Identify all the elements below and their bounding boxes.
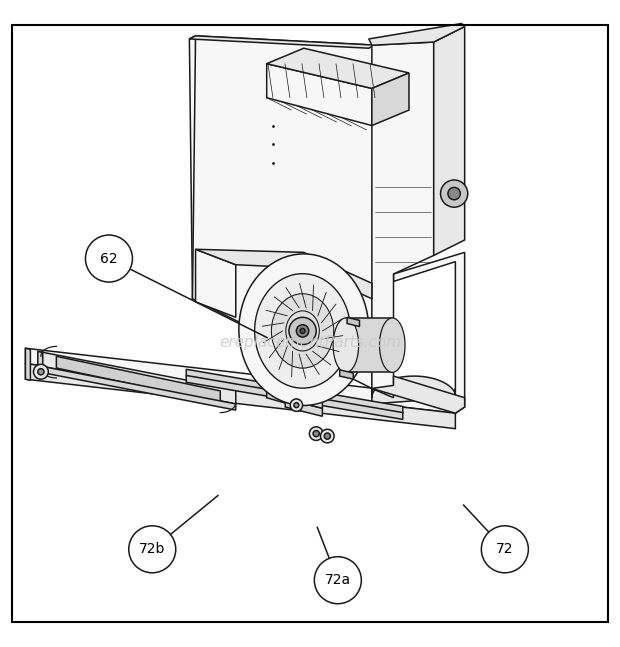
Polygon shape	[192, 36, 375, 388]
Polygon shape	[372, 73, 409, 126]
Text: 72b: 72b	[139, 542, 166, 556]
Circle shape	[441, 180, 467, 207]
Circle shape	[86, 235, 133, 282]
Polygon shape	[346, 318, 392, 373]
Polygon shape	[394, 252, 464, 413]
Circle shape	[296, 325, 309, 337]
Ellipse shape	[379, 318, 405, 373]
Circle shape	[321, 429, 334, 443]
Circle shape	[314, 556, 361, 604]
Polygon shape	[267, 390, 310, 410]
Circle shape	[309, 427, 323, 441]
Circle shape	[294, 402, 299, 408]
Circle shape	[33, 364, 48, 379]
Circle shape	[324, 433, 330, 439]
Polygon shape	[38, 366, 236, 410]
Circle shape	[481, 526, 528, 573]
Polygon shape	[195, 249, 236, 317]
Ellipse shape	[272, 294, 334, 368]
Polygon shape	[372, 42, 434, 398]
Circle shape	[313, 430, 319, 437]
Polygon shape	[267, 376, 291, 388]
Ellipse shape	[333, 318, 358, 373]
Circle shape	[290, 399, 303, 411]
Polygon shape	[195, 249, 372, 299]
Polygon shape	[38, 351, 236, 404]
Text: 72: 72	[496, 542, 513, 556]
Polygon shape	[189, 36, 375, 49]
Polygon shape	[285, 399, 322, 416]
Polygon shape	[347, 317, 360, 327]
Polygon shape	[372, 376, 456, 404]
Text: 62: 62	[100, 252, 118, 265]
Polygon shape	[340, 370, 353, 379]
Polygon shape	[372, 376, 464, 413]
Polygon shape	[267, 49, 409, 89]
Circle shape	[129, 526, 175, 573]
Circle shape	[289, 317, 316, 345]
Ellipse shape	[239, 254, 369, 406]
Polygon shape	[56, 356, 220, 402]
Polygon shape	[25, 348, 30, 380]
Polygon shape	[186, 369, 403, 413]
Polygon shape	[267, 63, 372, 126]
Polygon shape	[434, 27, 464, 256]
Polygon shape	[276, 360, 291, 401]
Polygon shape	[369, 23, 464, 45]
Polygon shape	[38, 351, 43, 367]
Polygon shape	[25, 364, 455, 429]
Text: 72a: 72a	[325, 573, 351, 587]
Text: ereplacementParts.com: ereplacementParts.com	[219, 334, 401, 349]
Polygon shape	[285, 391, 322, 408]
Ellipse shape	[255, 274, 350, 388]
Polygon shape	[189, 36, 198, 302]
Polygon shape	[186, 375, 403, 419]
Polygon shape	[25, 348, 455, 413]
Circle shape	[300, 329, 305, 333]
Circle shape	[38, 369, 44, 375]
Circle shape	[448, 188, 460, 200]
